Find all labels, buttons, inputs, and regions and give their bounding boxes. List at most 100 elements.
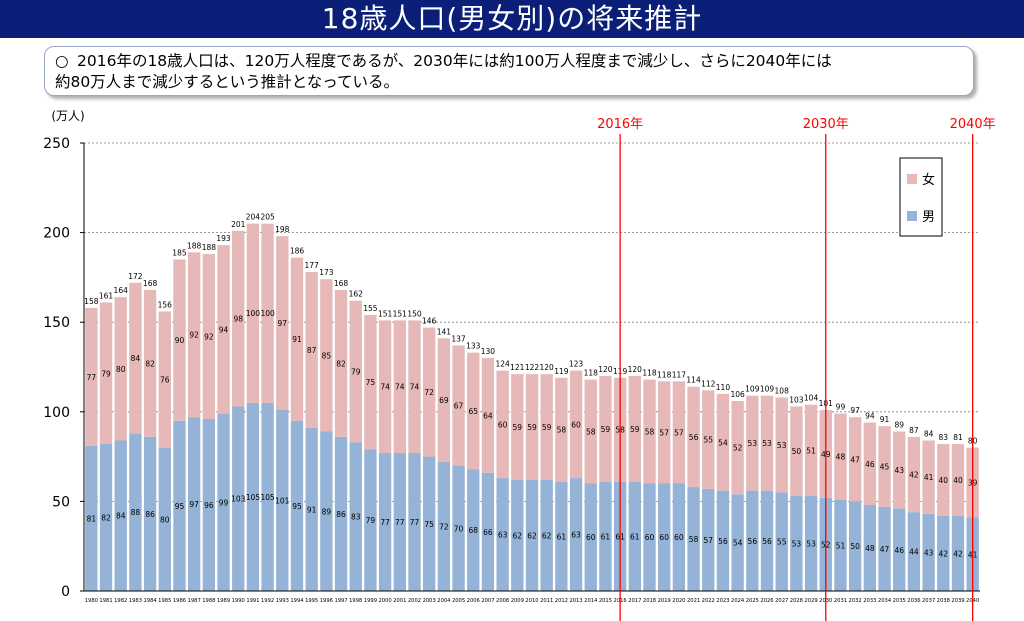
x-tick-label: 1995 [305, 598, 318, 604]
x-tick-label: 1984 [143, 598, 157, 604]
x-tick-label: 2023 [716, 598, 729, 604]
x-tick-label: 2002 [408, 598, 421, 604]
bar-female [114, 297, 127, 441]
x-tick-label: 2010 [525, 598, 538, 604]
data-label-male: 101 [275, 497, 290, 506]
data-label-male: 56 [762, 537, 772, 546]
bar-male [790, 496, 803, 591]
data-label-total: 91 [880, 415, 890, 424]
data-label-female: 65 [468, 407, 478, 416]
data-label-male: 51 [836, 541, 846, 550]
data-label-male: 53 [806, 540, 816, 549]
year-marker-label: 2030年 [803, 117, 849, 132]
bar-male [496, 478, 509, 591]
summary-note: ○ 2016年の18歳人口は、120万人程度であるが、2030年には約100万人程… [44, 46, 974, 96]
data-label-female: 69 [439, 396, 449, 405]
data-label-total: 172 [128, 272, 143, 281]
data-label-total: 168 [334, 279, 349, 288]
bar-female [452, 345, 465, 466]
bar-female [173, 259, 186, 421]
data-label-female: 53 [777, 441, 787, 450]
data-label-female: 56 [689, 433, 699, 442]
x-tick-label: 1987 [188, 598, 201, 604]
bar-male [511, 479, 524, 591]
bar-male [437, 461, 451, 591]
x-tick-label: 2006 [467, 598, 480, 604]
bar-female [320, 279, 333, 432]
bar-female [364, 315, 377, 450]
bar-male [143, 436, 157, 591]
data-label-male: 62 [527, 531, 537, 540]
year-marker-label: 2040年 [950, 117, 996, 132]
data-label-female: 79 [101, 369, 111, 378]
data-label-female: 59 [601, 425, 611, 434]
data-label-male: 60 [674, 533, 684, 542]
data-label-total: 205 [260, 213, 275, 222]
bar-male [643, 483, 656, 591]
data-label-female: 59 [513, 423, 523, 432]
x-tick-label: 1993 [276, 598, 289, 604]
data-label-female: 57 [674, 428, 684, 437]
bar-male [158, 447, 171, 591]
bar-female [246, 223, 260, 403]
x-tick-label: 2036 [907, 598, 920, 604]
bar-female [628, 375, 641, 482]
bar-male [628, 481, 641, 591]
data-label-male: 70 [454, 524, 464, 533]
bar-male [687, 487, 700, 591]
bar-female [290, 257, 304, 421]
data-label-male: 44 [909, 548, 919, 557]
bar-male [217, 413, 230, 591]
data-label-total: 188 [202, 243, 217, 252]
data-label-total: 150 [407, 309, 422, 318]
data-label-total: 164 [114, 286, 129, 295]
bar-male [569, 478, 583, 591]
note-text-2: 約80万人まで減少するという推計となっている。 [55, 73, 399, 91]
data-label-male: 42 [953, 549, 963, 558]
bar-male [878, 506, 891, 591]
bar-female [643, 379, 656, 484]
bar-female [555, 377, 568, 482]
bar-male [246, 402, 260, 591]
population-chart: (万人) 81 77 158 82 79 161 84 80 164 88 84 172 86 82 168… [43, 109, 996, 621]
x-tick-label: 1997 [334, 598, 347, 604]
y-tick-label: 150 [43, 315, 70, 331]
data-label-male: 61 [601, 532, 611, 541]
bar-male [305, 427, 318, 591]
data-label-total: 83 [939, 433, 949, 442]
data-label-total: 109 [760, 385, 775, 394]
data-label-total: 117 [672, 370, 687, 379]
data-label-female: 74 [395, 383, 405, 392]
data-label-male: 43 [924, 548, 934, 557]
bar-female [922, 440, 935, 514]
data-label-female: 48 [836, 453, 846, 462]
data-label-male: 83 [351, 513, 361, 522]
bar-male [349, 442, 362, 591]
legend-swatch-male [907, 211, 917, 221]
bar-male [731, 494, 744, 591]
data-label-female: 91 [292, 335, 302, 344]
bar-female [937, 444, 950, 516]
bar-female [584, 379, 597, 484]
x-tick-label: 1986 [173, 598, 186, 604]
data-label-female: 67 [454, 402, 464, 411]
data-label-female: 60 [571, 420, 581, 429]
bar-female [305, 272, 318, 428]
bar-male [893, 508, 906, 591]
y-tick-label: 250 [43, 136, 70, 152]
x-tick-label: 2021 [687, 598, 700, 604]
data-label-female: 64 [483, 411, 493, 420]
bar-male [423, 456, 436, 591]
data-label-male: 55 [777, 538, 787, 547]
x-tick-label: 2026 [760, 598, 773, 604]
data-label-female: 97 [278, 319, 288, 328]
bar-male [408, 453, 421, 591]
data-label-total: 109 [745, 385, 760, 394]
bar-female [569, 370, 583, 479]
data-label-male: 60 [645, 533, 655, 542]
data-label-male: 46 [894, 546, 904, 555]
x-tick-label: 2012 [555, 598, 568, 604]
data-label-total: 120 [540, 363, 555, 372]
data-label-total: 118 [642, 369, 657, 378]
bar-female [467, 352, 480, 470]
